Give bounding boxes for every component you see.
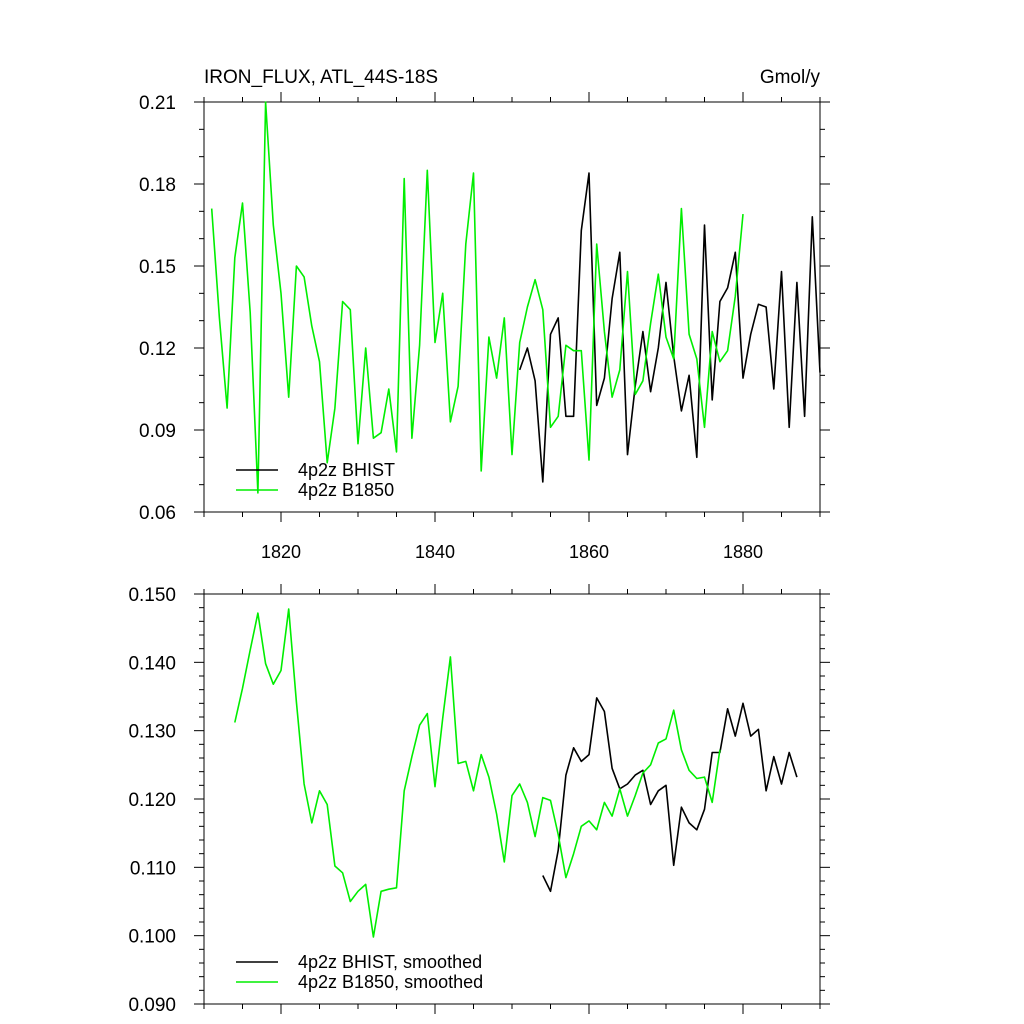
y-tick-label: 0.150 xyxy=(128,585,176,606)
y-tick-label: 0.100 xyxy=(128,927,176,948)
y-tick-label: 0.12 xyxy=(139,339,176,360)
legend-label: 4p2z BHIST, smoothed xyxy=(298,952,482,972)
x-tick-label: 1820 xyxy=(261,542,301,562)
series-line-bhist xyxy=(542,697,798,893)
chart-units: Gmol/y xyxy=(760,67,821,88)
y-tick-label: 0.130 xyxy=(128,722,176,743)
legend-label: 4p2z BHIST xyxy=(298,460,395,480)
top-panel: 1820 1840 1860 1880 0.06 0.09 0.12 0.15 0.18 0.21… xyxy=(139,67,830,562)
series-line-b1850 xyxy=(234,608,721,938)
y-tick-label: 0.110 xyxy=(130,858,176,879)
bottom-panel: 0.090 0.100 0.110 0.120 0.130 0.140 0.150 4p2z … xyxy=(128,584,830,1016)
y-tick-label: 0.18 xyxy=(139,175,176,196)
y-tick-label: 0.140 xyxy=(128,653,176,674)
y-tick-label: 0.06 xyxy=(139,503,176,524)
x-tick-label: 1860 xyxy=(569,542,609,562)
y-tick-label: 0.120 xyxy=(128,790,176,811)
legend-label: 4p2z B1850, smoothed xyxy=(298,972,483,992)
x-tick-label: 1880 xyxy=(723,542,763,562)
y-tick-label: 0.15 xyxy=(139,257,176,278)
series-line-bhist xyxy=(518,172,821,483)
y-tick-label: 0.21 xyxy=(139,93,176,114)
legend-label: 4p2z B1850 xyxy=(298,480,394,500)
x-tick-label: 1840 xyxy=(415,542,455,562)
y-tick-label: 0.09 xyxy=(139,421,176,442)
series-line-b1850 xyxy=(210,101,744,494)
y-tick-label: 0.090 xyxy=(128,995,176,1016)
chart-title: IRON_FLUX, ATL_44S-18S xyxy=(204,67,438,88)
